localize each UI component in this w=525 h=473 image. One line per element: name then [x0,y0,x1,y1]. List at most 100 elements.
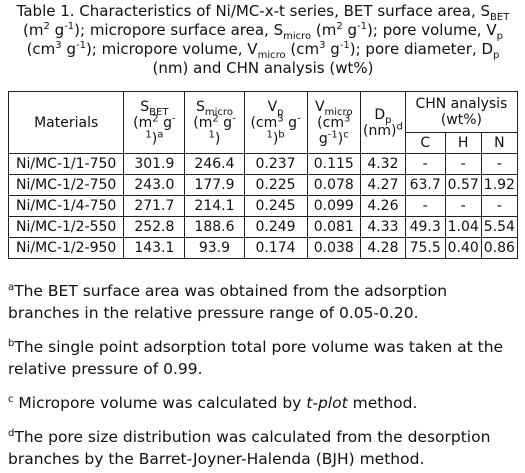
footnote-mark: d [8,427,15,439]
caption-text: (nm) and CHN analysis (wt%) [152,59,374,77]
table-cell: 0.225 [243,174,308,196]
footnote-text: The BET surface area was obtained from t… [8,282,448,322]
caption-text: (cm [285,40,320,58]
caption-sub: micro [283,31,312,42]
table-cell: 0.40 [444,237,482,259]
footnote: c Micropore volume was calculated by t-p… [8,392,520,414]
table-cell: 243.0 [123,174,186,196]
caption-text: g [325,40,340,58]
caption: Table 1. Characteristics of Ni/MC-x-t se… [8,2,518,78]
header-text: p [277,106,284,118]
footnote-text: The single point adsorption total pore v… [8,338,504,378]
header-text: (cm [317,114,344,131]
header-text: micro [324,106,353,118]
table-cell: Ni/MC-1/2-950 [7,237,125,259]
header-text: g [283,114,297,131]
table-cell: Ni/MC-1/1-750 [7,153,125,175]
caption-text: (cm [26,40,56,58]
header-text: g [318,130,328,147]
header-cell: Dp (nm)d [360,91,406,154]
caption-text: ); pore volume, V [367,21,497,39]
table-row: Ni/MC-1/4-750 271.7 214.1 0.245 0.099 4.26- - - [7,195,519,217]
table-row: Ni/MC-1/2-750 243.0 177.9 0.225 0.078 4.27 63.… [7,174,519,196]
caption-text: ); micropore volume, V [85,40,258,58]
table-cell: 188.6 [184,216,245,238]
header-text: micro [204,106,233,118]
header-text: 2 [212,112,219,124]
table-cell: 1.04 [444,216,482,238]
table-cell: 0.249 [243,216,308,238]
table-cell: 93.9 [184,237,245,259]
header-cell: C [404,132,446,154]
table-cell: 0.174 [243,237,308,259]
table-cell: 0.237 [243,153,308,175]
caption-sup: 3 [319,40,326,51]
table-cell: 0.099 [306,195,362,217]
header-text: c [343,128,349,140]
table-row: Ni/MC-1/2-950 143.1 93.9 0.174 0.038 4.28 75.5… [7,237,519,259]
header-text: g [158,114,172,131]
header-text: V [267,98,278,115]
footnote-text: t-plot [306,394,348,412]
table-cell: 4.26 [360,195,406,217]
table-row: Ni/MC-1/1-750 301.9 246.4 0.237 0.115 4.32- - - [7,153,519,175]
footnote-mark: c [8,393,14,405]
table-cell: 4.27 [360,174,406,196]
caption-sup: -1 [75,40,86,51]
caption-text: (m [311,21,337,39]
table-cell: 177.9 [184,174,245,196]
header-text: D [374,106,386,123]
table-cell: 301.9 [123,153,186,175]
footnote: bThe single point adsorption total pore … [8,336,520,380]
caption-sup: -1 [357,21,368,32]
table-cell: 63.7 [404,174,446,196]
header-text: 3 [277,112,284,124]
footnote: aThe BET surface area was obtained from … [8,280,520,324]
header-text: -1 [208,112,236,140]
table-cell: 246.4 [184,153,245,175]
table-row: Ni/MC-1/2-550 252.8 188.6 0.249 0.081 4.33 49.… [7,216,519,238]
header-cell: Materials [7,91,125,154]
footnote-text: method. [347,394,418,412]
header-text: ) [337,130,344,147]
table-cell: 0.57 [444,174,482,196]
table-cell: 5.54 [480,216,519,238]
caption-text: (m [23,21,44,39]
header-text: ) [151,130,158,147]
header-text: V [314,98,325,115]
header-text: S [196,98,205,115]
caption-text: g [49,21,65,39]
caption-text: Table 1. Characteristics of Ni/MC-x-t se… [16,2,491,20]
table-cell: Ni/MC-1/4-750 [7,195,125,217]
caption-text: ); pore diameter, D [349,40,494,58]
header-text: BET [149,106,169,118]
caption-sub: BET [490,12,510,23]
table-cell: 0.078 [306,174,362,196]
header-cell: N [480,132,519,154]
caption-sup: 3 [55,40,62,51]
caption-sub: p [493,50,500,61]
header-text: a [157,128,164,140]
table-cell: 75.5 [404,237,446,259]
header-text: (cm [250,114,278,131]
header-text: ) [214,130,221,147]
header-text: p [385,114,392,126]
table-cell: - [444,153,482,175]
caption-text: g [342,21,358,39]
header-cell: SBET (m2 g-1)a [123,91,186,154]
header-text: ) [272,130,279,147]
header-text: -1 [327,128,338,140]
caption-text: ); micropore surface area, S [74,21,284,39]
header-text: (nm) [363,122,397,139]
header-cell: Vp (cm3 g-1)b [243,91,308,154]
data-table: Materials SBET (m2 g-1)a Smicro (m2 g-1) V… [7,91,519,259]
caption-sup: -1 [339,40,350,51]
header-text: 2 [152,112,159,124]
table-cell: 4.33 [360,216,406,238]
table-cell: Ni/MC-1/2-550 [7,216,125,238]
footnote: dThe pore size distribution was calculat… [8,426,520,470]
caption-sup: 2 [43,21,50,32]
table-cell: 4.32 [360,153,406,175]
header-text: (m [133,114,153,131]
